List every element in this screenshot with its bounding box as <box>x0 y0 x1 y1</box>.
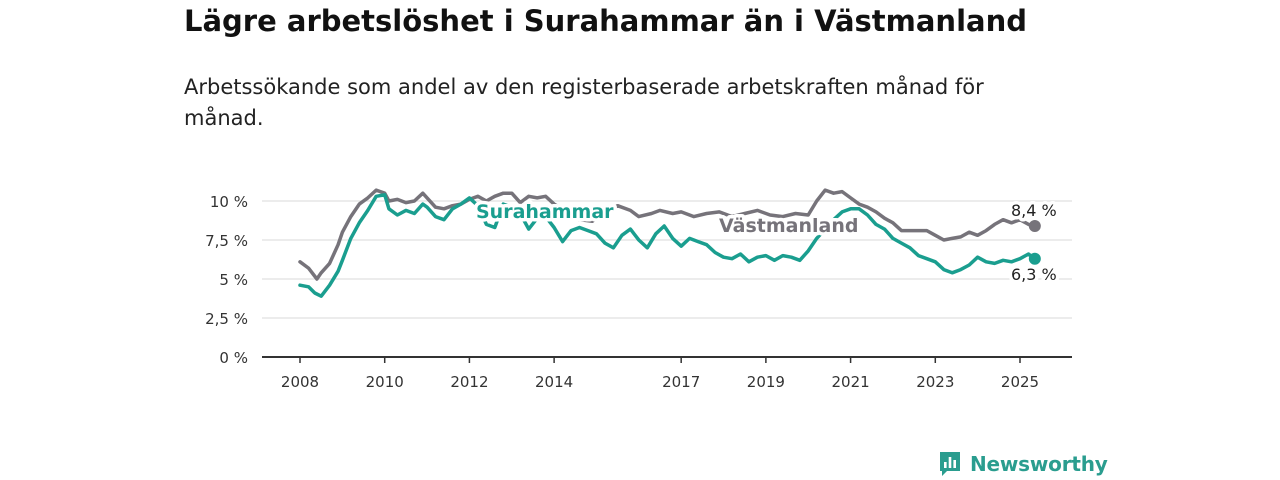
y-tick-label: 5 % <box>219 271 248 289</box>
end-marker-surahammar <box>1028 252 1041 265</box>
x-tick-label: 2025 <box>1001 373 1039 391</box>
x-tick-label: 2017 <box>662 373 700 391</box>
end-marker-vastmanland <box>1028 219 1041 232</box>
end-value-label-vastmanland-halo: 8,4 % <box>1011 201 1057 220</box>
series-line-surahammar <box>298 193 1037 298</box>
gridlines <box>262 200 1072 319</box>
newsworthy-logo: Newsworthy <box>938 449 1108 479</box>
series-label-surahammar: Surahammar <box>476 201 614 223</box>
y-tick-label: 0 % <box>219 349 248 367</box>
end-value-label-surahammar-halo: 6,3 % <box>1011 265 1057 284</box>
x-tick-label: 2012 <box>450 373 488 391</box>
x-tick-label: 2010 <box>366 373 404 391</box>
x-tick-label: 2014 <box>535 373 573 391</box>
series-labels: SurahammarSurahammarVästmanlandVästmanla… <box>473 198 1061 288</box>
y-tick-label: 10 % <box>210 193 248 211</box>
series-label-vastmanland: Västmanland <box>719 215 859 237</box>
x-tick-label: 2021 <box>831 373 869 391</box>
brand-name: Newsworthy <box>970 452 1108 476</box>
y-tick-label: 2,5 % <box>205 310 248 328</box>
series-lines <box>298 188 1041 298</box>
newsworthy-logo-icon <box>940 452 960 476</box>
end-value-label-vastmanland: 8,4 % <box>1011 201 1057 220</box>
line-chart: 0 % 2,5 % 5 % 7,5 % 10 % 2008 2010 2012 2014 2017… <box>205 188 1072 391</box>
x-tick-label: 2023 <box>916 373 954 391</box>
y-tick-label: 7,5 % <box>205 232 248 250</box>
series-label-vastmanland-halo: Västmanland <box>719 215 859 237</box>
x-tick-label: 2019 <box>747 373 785 391</box>
end-value-label-surahammar: 6,3 % <box>1011 265 1057 284</box>
series-line-vastmanland <box>298 188 1037 281</box>
axes: 0 % 2,5 % 5 % 7,5 % 10 % 2008 2010 2012 2014 2017… <box>205 193 1072 391</box>
x-tick-label: 2008 <box>281 373 319 391</box>
series-label-surahammar-halo: Surahammar <box>476 201 614 223</box>
chart-title: Lägre arbetslöshet i Surahammar än i Väs… <box>184 4 1027 38</box>
chart-subtitle: Arbetssökande som andel av den registerb… <box>184 75 984 130</box>
